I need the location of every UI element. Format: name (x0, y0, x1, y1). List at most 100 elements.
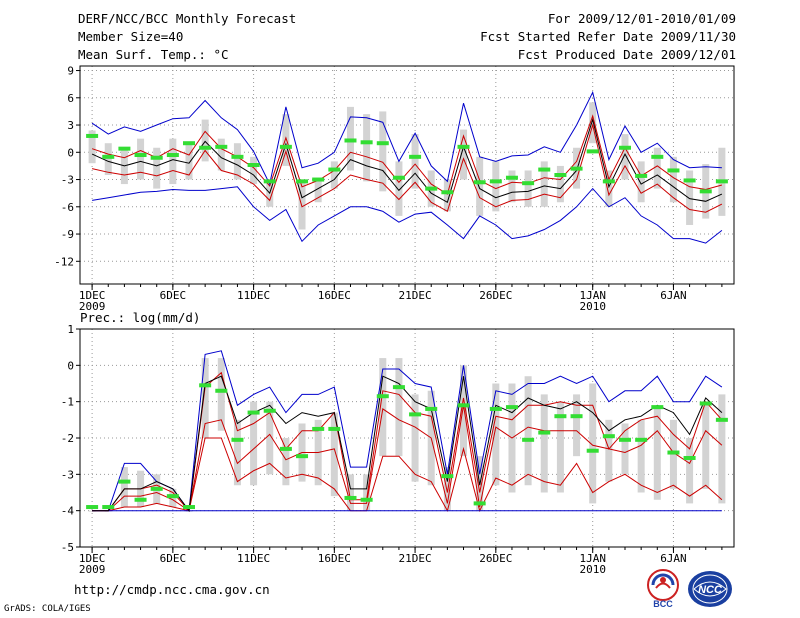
spread-box (346, 474, 354, 511)
fcst-produced-date: Fcst Produced Date 2009/12/01 (517, 47, 736, 62)
x-tick-label: 6JAN (660, 552, 687, 565)
x-tick-sublabel: 2009 (79, 300, 106, 313)
panel-title: Prec.: log(mm/d) (80, 310, 200, 325)
y-tick-label: -3 (61, 468, 74, 481)
spread-box (605, 419, 613, 482)
green-marker (683, 178, 696, 183)
spread-box (411, 134, 419, 189)
green-marker (473, 180, 486, 185)
x-tick-sublabel: 2010 (579, 563, 606, 576)
green-marker (667, 450, 680, 455)
spread-box (363, 114, 371, 182)
y-tick-label: -9 (61, 228, 74, 241)
x-tick-label: 6DEC (160, 289, 187, 302)
green-marker (183, 505, 195, 510)
green-marker (505, 175, 518, 180)
variable-label: Mean Surf. Temp.: °C (78, 47, 229, 62)
y-tick-label: 6 (67, 92, 74, 105)
spread-box (508, 170, 516, 203)
spread-box (330, 412, 338, 497)
green-marker (231, 437, 244, 442)
green-marker (231, 154, 244, 159)
green-marker (118, 146, 131, 151)
y-tick-label: -5 (61, 541, 74, 554)
spread-box (637, 161, 645, 203)
y-tick-label: -12 (54, 255, 74, 268)
green-marker (247, 163, 260, 168)
series-line-mean (91, 117, 723, 204)
spread-box (669, 156, 677, 203)
green-marker (457, 144, 470, 149)
spread-box (233, 419, 241, 486)
spread-box (363, 474, 371, 511)
series-line-min (91, 90, 722, 186)
spread-box (298, 179, 306, 230)
spread-box (201, 119, 209, 162)
green-marker (489, 179, 502, 184)
series-line-max (92, 186, 723, 244)
green-marker (441, 190, 454, 195)
green-marker (134, 497, 147, 502)
green-marker (392, 175, 405, 180)
x-tick-label: 11DEC (237, 289, 270, 302)
spread-box (379, 111, 387, 192)
y-tick-label: 1 (67, 323, 74, 336)
spread-box (686, 170, 694, 225)
spread-box (621, 134, 629, 180)
green-marker (586, 149, 599, 154)
source-url[interactable]: http://cmdp.ncc.cma.gov.cn (74, 582, 270, 597)
series-line-p10 (92, 437, 723, 513)
spread-box (120, 149, 128, 185)
green-marker (279, 144, 292, 149)
ncc-logo-text: NCC (698, 584, 723, 596)
x-tick-label: 11DEC (237, 552, 270, 565)
spread-box (573, 394, 581, 457)
y-tick-label: -2 (61, 432, 74, 445)
green-marker (570, 414, 583, 419)
y-tick-label: 9 (67, 65, 74, 78)
y-tick-label: -4 (61, 505, 75, 518)
green-marker (199, 383, 212, 388)
series-line-p50 (92, 405, 723, 512)
green-marker (409, 154, 422, 159)
series-line-p10 (91, 114, 723, 195)
spread-box (540, 161, 548, 207)
green-marker (296, 454, 309, 459)
x-tick-label: 26DEC (479, 289, 512, 302)
plot-frame (79, 65, 735, 285)
green-marker (86, 133, 99, 138)
green-marker (166, 153, 179, 158)
green-marker (554, 173, 567, 177)
x-tick-label: 16DEC (318, 552, 351, 565)
spread-box (443, 467, 451, 511)
spread-box (686, 438, 694, 504)
green-marker (425, 406, 438, 411)
green-marker (635, 437, 648, 442)
y-tick-label: 0 (67, 146, 74, 159)
green-marker (522, 437, 535, 442)
green-marker (489, 406, 502, 411)
x-tick-label: 1JAN (579, 289, 606, 302)
spread-box (153, 147, 161, 189)
x-tick-sublabel: 2010 (579, 300, 606, 313)
green-marker (376, 141, 389, 146)
y-tick-label: -6 (61, 201, 74, 214)
green-marker (328, 167, 341, 172)
green-marker (715, 417, 728, 422)
green-marker (619, 437, 631, 442)
spread-box (718, 394, 726, 504)
spread-box (137, 138, 145, 180)
spread-box (589, 102, 597, 144)
x-tick-label: 21DEC (399, 289, 432, 302)
spread-box (185, 141, 193, 180)
green-marker (538, 167, 551, 172)
green-marker (538, 430, 551, 435)
spread-box (379, 358, 387, 457)
green-marker (328, 426, 341, 431)
bcc-logo-text: BCC (653, 599, 673, 609)
y-tick-label: 3 (67, 119, 74, 132)
spread-box (653, 147, 661, 189)
spread-box (395, 358, 403, 457)
